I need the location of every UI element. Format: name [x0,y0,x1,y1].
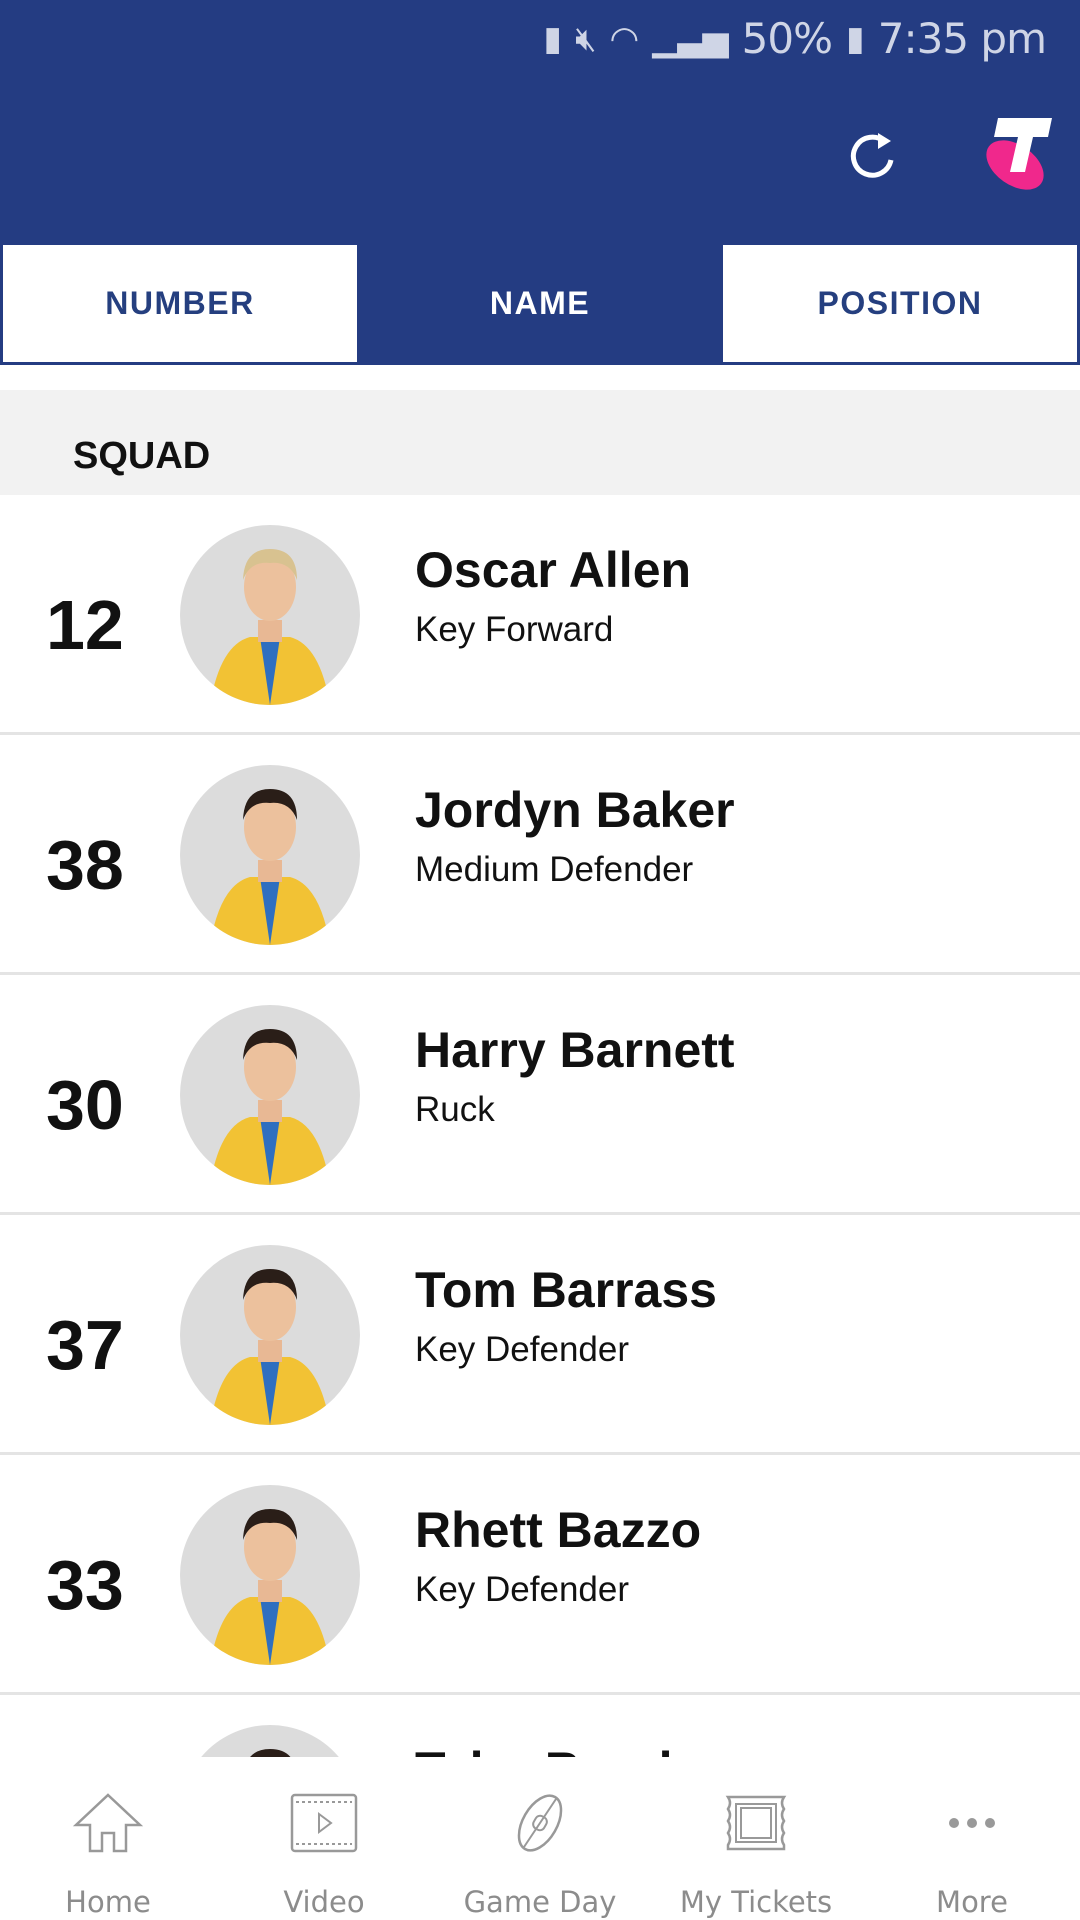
app-header: ▮ 🔇︎ ◠ ▁▃▅ 50% ▮ 7:35 pm [0,0,1080,242]
player-avatar [180,1245,360,1425]
nav-label: Game Day [463,1885,617,1919]
player-name: Oscar Allen [415,542,692,598]
tab-position[interactable]: POSITION [720,242,1080,365]
tab-name[interactable]: NAME [360,242,720,365]
more-icon [949,1818,995,1828]
player-photo [210,1269,330,1425]
mute-icon: 🔇︎ [575,18,596,59]
battery-percent: 50% [741,14,833,63]
refresh-icon[interactable] [845,128,901,184]
tab-number[interactable]: NUMBER [0,242,360,365]
player-row[interactable]: Tyler Brockman [0,1695,1080,1757]
player-name: Tom Barrass [415,1262,717,1318]
nav-label: My Tickets [679,1885,833,1919]
player-name: Rhett Bazzo [415,1502,702,1558]
player-name: Tyler Brockman [415,1741,789,1757]
player-row[interactable]: 33 Rhett Bazzo Key Defender [0,1455,1080,1695]
player-photo [250,1749,291,1757]
battery-icon: ▮ [846,18,865,59]
player-row[interactable]: 30 Harry Barnett Ruck [0,975,1080,1215]
player-number: 12 [46,586,124,664]
nav-video[interactable]: Video [216,1757,432,1920]
player-position: Ruck [415,1090,495,1129]
nav-label: Video [283,1885,365,1919]
player-number: 33 [46,1546,124,1624]
player-list[interactable]: 12 Oscar Allen Key Forward 38 Jordyn Bake… [0,495,1080,1757]
home-icon [72,1793,144,1853]
player-position: Key Defender [415,1330,630,1369]
battery-saver-icon: ▮ [543,18,562,59]
player-avatar [180,765,360,945]
player-number: 37 [46,1306,124,1384]
nav-my-tickets[interactable]: My Tickets [648,1757,864,1920]
ticket-icon [725,1795,787,1851]
player-avatar [180,525,360,705]
clock: 7:35 pm [877,14,1047,63]
section-header: SQUAD [0,390,1080,495]
football-icon [517,1794,563,1852]
player-row[interactable]: 38 Jordyn Baker Medium Defender [0,735,1080,975]
player-photo [210,1029,330,1185]
player-position: Medium Defender [415,850,694,889]
player-row[interactable]: 12 Oscar Allen Key Forward [0,495,1080,735]
section-title: SQUAD [73,435,211,477]
bottom-nav: Home Video Game Day My Tickets More [0,1757,1080,1920]
player-position: Key Forward [415,610,614,649]
player-name: Harry Barnett [415,1022,735,1078]
player-row[interactable]: 37 Tom Barrass Key Defender [0,1215,1080,1455]
player-avatar [180,1005,360,1185]
player-avatar [180,1725,360,1757]
nav-more[interactable]: More [864,1757,1080,1920]
nav-game-day[interactable]: Game Day [432,1757,648,1920]
player-photo [210,1509,330,1665]
player-photo [210,549,330,705]
player-number: 38 [46,826,124,904]
wifi-icon: ◠ [609,18,640,59]
player-position: Key Defender [415,1570,630,1609]
nav-label: Home [65,1885,151,1919]
player-photo [210,789,330,945]
telstra-logo[interactable] [980,115,1055,195]
video-icon [290,1793,358,1853]
status-bar: ▮ 🔇︎ ◠ ▁▃▅ 50% ▮ 7:35 pm [543,14,1047,63]
player-name: Jordyn Baker [415,782,735,838]
signal-icon: ▁▃▅ [652,18,728,59]
nav-home[interactable]: Home [0,1757,216,1920]
player-avatar [180,1485,360,1665]
nav-label: More [936,1885,1008,1919]
sort-tabs: NUMBER NAME POSITION [0,242,1080,365]
player-number: 30 [46,1066,124,1144]
